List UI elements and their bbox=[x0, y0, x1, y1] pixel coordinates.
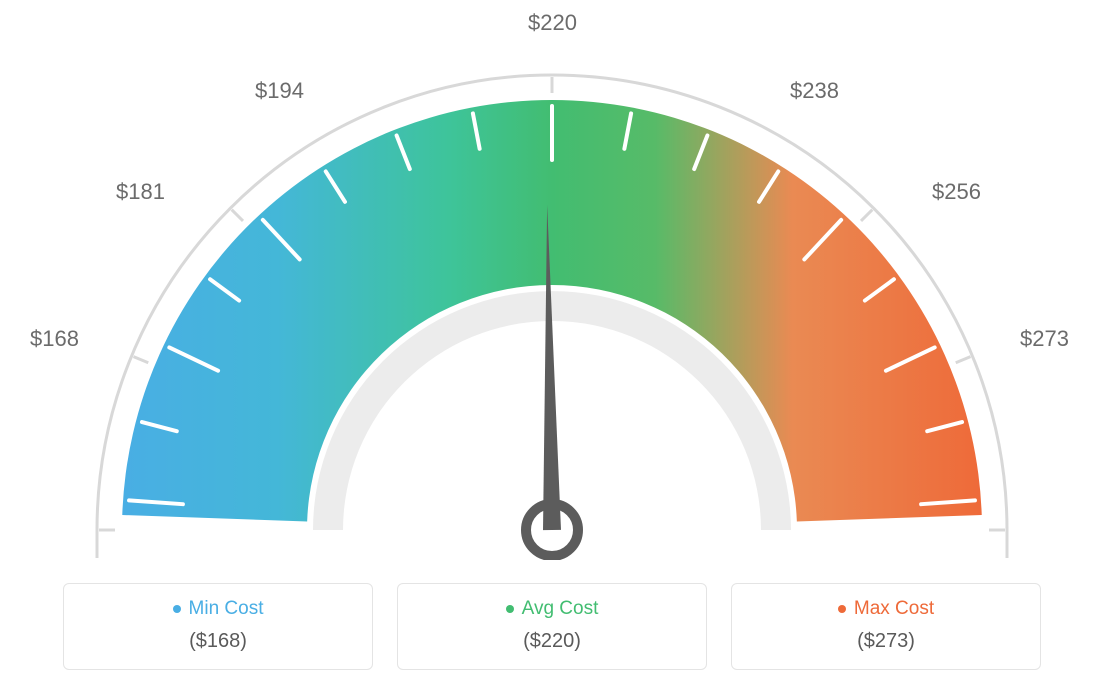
legend-value-avg: ($220) bbox=[408, 630, 696, 653]
legend-label-max: Max Cost bbox=[854, 598, 934, 620]
gauge-tick-label: $256 bbox=[932, 179, 981, 205]
gauge-tick-label: $168 bbox=[30, 326, 79, 352]
gauge-tick-label: $238 bbox=[790, 78, 839, 104]
legend-dot-avg bbox=[506, 605, 514, 613]
gauge-tick-label: $273 bbox=[1020, 326, 1069, 352]
legend-dot-max bbox=[838, 605, 846, 613]
gauge-chart: $168 $181 $194 $220 $238 $256 $273 bbox=[0, 0, 1104, 560]
legend-label-min: Min Cost bbox=[189, 598, 264, 620]
legend-label-avg: Avg Cost bbox=[522, 598, 599, 620]
legend-card-min: Min Cost ($168) bbox=[63, 583, 373, 670]
legend-value-min: ($168) bbox=[74, 630, 362, 653]
legend-card-max: Max Cost ($273) bbox=[731, 583, 1041, 670]
gauge-tick-label: $194 bbox=[255, 78, 304, 104]
legend-dot-min bbox=[173, 605, 181, 613]
gauge-tick-label: $181 bbox=[116, 179, 165, 205]
legend-value-max: ($273) bbox=[742, 630, 1030, 653]
legend-card-avg: Avg Cost ($220) bbox=[397, 583, 707, 670]
legend-row: Min Cost ($168) Avg Cost ($220) Max Cost… bbox=[0, 583, 1104, 670]
gauge-tick-label: $220 bbox=[528, 10, 577, 36]
gauge-svg bbox=[72, 40, 1032, 560]
